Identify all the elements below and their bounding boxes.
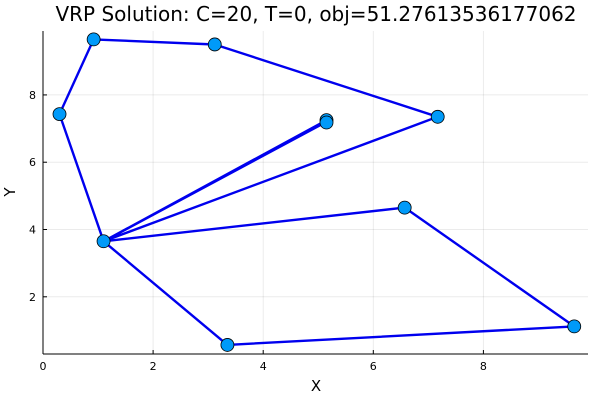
customer-markers xyxy=(52,32,582,352)
x-tick-label: 8 xyxy=(480,360,487,373)
customer-point xyxy=(397,200,412,215)
customer-point xyxy=(207,37,222,52)
axes-frame xyxy=(42,31,588,355)
customer-point xyxy=(52,107,67,122)
customer-point xyxy=(86,32,101,47)
x-tick-label: 4 xyxy=(260,360,267,373)
grid-lines xyxy=(42,31,588,354)
y-tick-label: 4 xyxy=(29,224,36,237)
y-tick-label: 8 xyxy=(29,89,36,102)
y-tick-label: 6 xyxy=(29,156,36,169)
chart-title: VRP Solution: C=20, T=0, obj=51.27613536… xyxy=(55,2,576,26)
customer-point xyxy=(567,319,582,334)
x-tick-label: 6 xyxy=(370,360,377,373)
x-tick-label: 0 xyxy=(40,360,47,373)
customer-point xyxy=(96,234,111,249)
customer-point xyxy=(430,109,445,124)
y-tick-label: 2 xyxy=(29,291,36,304)
route-line xyxy=(58,38,576,347)
axis-ticks: 0 2 4 6 8 2 4 6 8 xyxy=(29,89,487,373)
customer-point xyxy=(220,338,235,352)
y-axis-label: Y xyxy=(1,187,19,198)
x-tick-label: 2 xyxy=(150,360,157,373)
x-axis-label: X xyxy=(311,377,321,395)
customer-point xyxy=(319,115,334,130)
route-lines xyxy=(58,38,576,347)
